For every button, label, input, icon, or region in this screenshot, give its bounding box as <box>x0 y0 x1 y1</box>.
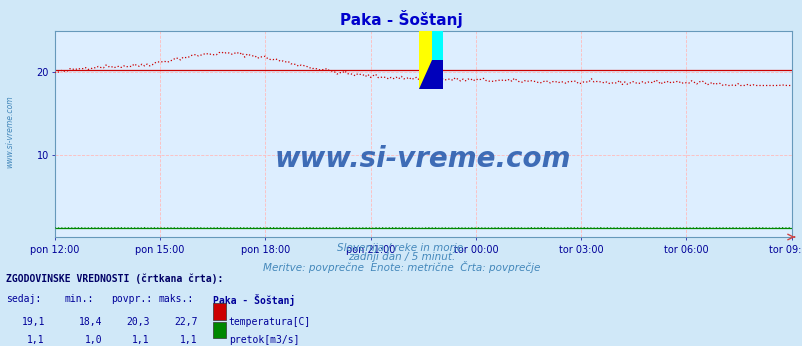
Text: 1,1: 1,1 <box>27 335 45 345</box>
Text: maks.:: maks.: <box>159 294 194 304</box>
Text: pretok[m3/s]: pretok[m3/s] <box>229 335 299 345</box>
Text: www.si-vreme.com: www.si-vreme.com <box>5 95 14 168</box>
Bar <box>419 31 443 89</box>
Text: Paka - Šoštanj: Paka - Šoštanj <box>213 294 294 306</box>
Text: min.:: min.: <box>64 294 94 304</box>
Text: Paka - Šoštanj: Paka - Šoštanj <box>340 10 462 28</box>
Text: sedaj:: sedaj: <box>6 294 42 304</box>
Text: temperatura[C]: temperatura[C] <box>229 317 310 327</box>
Text: Meritve: povprečne  Enote: metrične  Črta: povprečje: Meritve: povprečne Enote: metrične Črta:… <box>262 261 540 273</box>
Text: www.si-vreme.com: www.si-vreme.com <box>274 145 571 173</box>
Text: 1,1: 1,1 <box>180 335 197 345</box>
Text: 22,7: 22,7 <box>174 317 197 327</box>
Text: ZGODOVINSKE VREDNOSTI (črtkana črta):: ZGODOVINSKE VREDNOSTI (črtkana črta): <box>6 273 224 284</box>
Bar <box>432 31 443 60</box>
Text: 18,4: 18,4 <box>79 317 103 327</box>
Text: 19,1: 19,1 <box>22 317 45 327</box>
Text: 1,0: 1,0 <box>85 335 103 345</box>
Text: Slovenija / reke in morje.: Slovenija / reke in morje. <box>336 243 466 253</box>
Text: zadnji dan / 5 minut.: zadnji dan / 5 minut. <box>347 252 455 262</box>
Text: povpr.:: povpr.: <box>111 294 152 304</box>
Polygon shape <box>419 60 443 89</box>
Text: 20,3: 20,3 <box>126 317 149 327</box>
Polygon shape <box>432 31 443 60</box>
Text: 1,1: 1,1 <box>132 335 149 345</box>
